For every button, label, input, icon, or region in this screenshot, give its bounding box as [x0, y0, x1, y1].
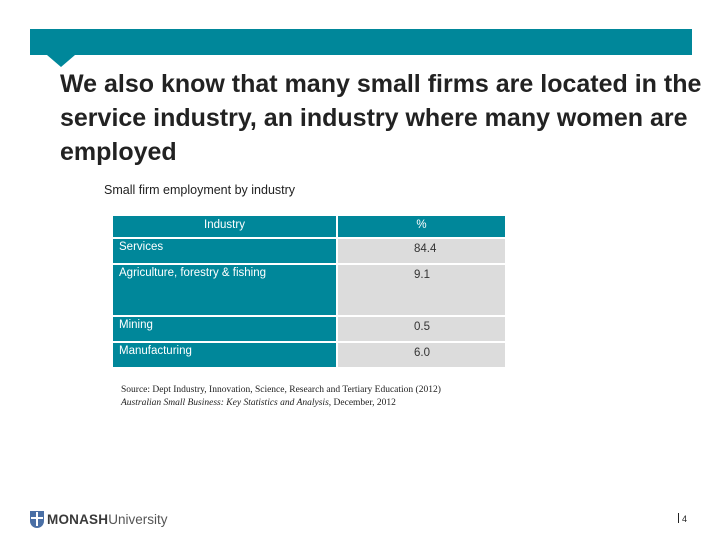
column-header-industry: Industry [113, 216, 338, 238]
percent-cell: 84.4 [337, 237, 505, 265]
industry-cell: Agriculture, forestry & fishing [113, 264, 338, 317]
column-header-percent: % [337, 216, 505, 238]
monash-shield-icon [30, 510, 44, 528]
percent-cell: 0.5 [337, 316, 505, 343]
logo-text-university: University [108, 511, 168, 527]
source-note: Source: Dept Industry, Innovation, Scien… [121, 384, 441, 410]
slide-title: We also know that many small firms are l… [60, 70, 702, 166]
industry-cell: Services [113, 237, 338, 265]
percent-cell: 6.0 [337, 342, 505, 369]
table-row: Mining 0.5 [113, 316, 505, 343]
industry-table: Industry % Services 84.4 Agriculture, fo… [113, 216, 505, 369]
table-header-row: Industry % [113, 216, 505, 238]
monash-logo: MONASH University [30, 508, 167, 530]
page-number: 4 [678, 513, 687, 524]
source-date: , December, 2012 [328, 398, 396, 408]
percent-cell: 9.1 [337, 264, 505, 317]
table-caption: Small firm employment by industry [104, 183, 296, 197]
header-band [30, 29, 692, 55]
source-publication-title: Australian Small Business: Key Statistic… [121, 398, 329, 408]
industry-cell: Manufacturing [113, 342, 338, 369]
logo-text-monash: MONASH [47, 511, 109, 527]
table-row: Services 84.4 [113, 237, 505, 265]
table-row: Manufacturing 6.0 [113, 342, 505, 369]
header-notch [47, 55, 75, 67]
table-row: Agriculture, forestry & fishing 9.1 [113, 264, 505, 317]
source-line-1: Source: Dept Industry, Innovation, Scien… [121, 385, 441, 395]
industry-cell: Mining [113, 316, 338, 343]
source-line-2: Australian Small Business: Key Statistic… [121, 397, 441, 410]
